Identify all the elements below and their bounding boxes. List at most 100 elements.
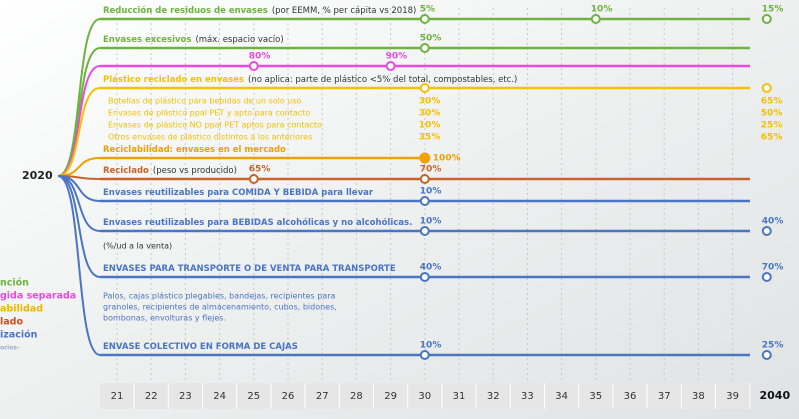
detail-text: Envases de plástico ppal PET y apto para…	[108, 109, 310, 118]
start-label: 2020	[22, 169, 53, 182]
legend-fragment: ización	[0, 330, 38, 341]
milestone-label: 5%	[420, 5, 435, 15]
legend-fragment: lado	[0, 317, 23, 328]
title: Reducción de residuos de envases	[103, 5, 268, 16]
legend-fragment: nción	[0, 278, 29, 289]
milestone	[592, 15, 600, 23]
axis-label: 36	[624, 391, 637, 402]
milestone-label: 15%	[762, 5, 784, 15]
milestone-label: 70%	[762, 263, 784, 273]
milestone-label: 25%	[762, 341, 784, 351]
note: (máx. espacio vacío)	[195, 35, 283, 45]
milestone-label: 10%	[420, 217, 442, 227]
milestone-label: 10%	[420, 341, 442, 351]
milestone	[421, 84, 429, 92]
axis-label: 28	[350, 391, 363, 402]
title: ENVASE COLECTIVO EN FORMA DE CAJAS	[103, 342, 298, 352]
milestone-label: 90%	[386, 52, 408, 62]
milestone	[763, 227, 771, 235]
row-title: ENVASES PARA TRANSPORTE O DE VENTA PARA …	[103, 264, 396, 274]
milestone-label: 40%	[762, 217, 784, 227]
row-title: Envases reutilizables para BEBIDAS alcoh…	[103, 217, 412, 228]
detail-value: 50%	[761, 109, 783, 119]
milestone-label: 50%	[420, 34, 442, 44]
axis-label: 24	[213, 391, 226, 402]
milestone	[420, 154, 429, 163]
row-title: ENVASE COLECTIVO EN FORMA DE CAJAS	[103, 342, 298, 352]
detail-value: 65%	[761, 97, 783, 107]
title: Plástico reciclado en envases	[103, 75, 244, 85]
milestone	[421, 197, 429, 205]
axis-label: 33	[521, 391, 534, 402]
row-title: Reciclado (peso vs producido)	[103, 166, 237, 176]
milestone	[421, 273, 429, 281]
milestone-label: 70%	[420, 165, 442, 175]
legend-fragment: orios-	[0, 345, 20, 352]
legend-fragment: gida separada	[0, 291, 76, 302]
axis-label: 37	[658, 391, 671, 402]
detail-value: 10%	[419, 121, 441, 131]
note: (por EEMM, % per cápita vs 2018)	[272, 6, 417, 16]
axis-label: 29	[384, 391, 397, 402]
axis-label: 21	[111, 391, 124, 402]
note: (no aplica: parte de plástico <5% del to…	[248, 75, 517, 85]
axis-label: 39	[726, 391, 739, 402]
milestone-label: 65%	[249, 165, 271, 175]
page: { "start_label": "2020", "axis_labels": …	[0, 0, 799, 419]
description: Palos, cajas plástico plegables, bandeja…	[103, 292, 336, 301]
milestone-label: 80%	[249, 52, 271, 62]
milestone	[421, 351, 429, 359]
axis-label: 34	[555, 391, 568, 402]
milestone-label: 40%	[420, 263, 442, 273]
detail-text: Otros envases de plástico distintos a lo…	[108, 133, 312, 142]
title: Reciclabilidad: envases en el mercado	[103, 145, 286, 155]
milestone-label: 100%	[433, 154, 461, 164]
axis-label: 38	[692, 391, 705, 402]
sub-note: (%/ud a la venta)	[103, 242, 172, 251]
axis-label: 22	[145, 391, 158, 402]
milestone-label: 10%	[420, 187, 442, 197]
detail-text: Envases de plástico NO ppal PET aptos pa…	[108, 121, 322, 130]
milestone	[250, 175, 258, 183]
detail-value: 25%	[761, 121, 783, 131]
detail-text: Botellas de plástico para bebidas de un …	[108, 97, 302, 106]
detail-value: 30%	[419, 109, 441, 119]
axis-label: 27	[316, 391, 329, 402]
title: Envases excesivos	[103, 35, 191, 45]
title: Reciclado	[103, 166, 149, 176]
title: Envases reutilizables para COMIDA Y BEBI…	[103, 188, 374, 198]
milestone	[421, 15, 429, 23]
title: Envases reutilizables para BEBIDAS alcoh…	[103, 217, 412, 228]
legend-fragment: abilidad	[0, 304, 43, 315]
milestone	[421, 175, 429, 183]
row-title: Reciclabilidad: envases en el mercado	[103, 145, 286, 155]
axis-label: 31	[453, 391, 466, 402]
row-title: Plástico reciclado en envases (no aplica:…	[103, 75, 517, 85]
milestone-label: 10%	[591, 5, 613, 15]
row-title: Reducción de residuos de envases (por EEM…	[103, 5, 416, 16]
note: (peso vs producido)	[153, 166, 237, 176]
axis-label: 35	[589, 391, 602, 402]
description: bombonas, envolturas y flejes.	[103, 314, 226, 323]
milestone	[421, 227, 429, 235]
title: ENVASES PARA TRANSPORTE O DE VENTA PARA …	[103, 264, 396, 274]
milestone	[763, 84, 771, 92]
milestone	[250, 62, 258, 70]
detail-value: 35%	[419, 133, 441, 143]
row-title: Envases reutilizables para COMIDA Y BEBI…	[103, 188, 374, 198]
axis-label: 26	[282, 391, 295, 402]
milestone	[763, 15, 771, 23]
axis-label: 23	[179, 391, 192, 402]
milestone	[763, 273, 771, 281]
milestone	[421, 44, 429, 52]
timeline: 2020 21 22 23 24 25 26 27 28 29 30 31 32 33 34 35 36 37 3…	[0, 0, 799, 419]
milestone	[387, 62, 395, 70]
axis-label: 2040	[759, 389, 790, 402]
axis-label: 32	[487, 391, 500, 402]
milestone	[763, 351, 771, 359]
description: granoles, recipientes de almacenamiento,…	[103, 303, 337, 312]
detail-value: 65%	[761, 133, 783, 143]
detail-value: 30%	[419, 97, 441, 107]
axis-label: 25	[247, 391, 260, 402]
axis-label: 30	[418, 391, 431, 402]
